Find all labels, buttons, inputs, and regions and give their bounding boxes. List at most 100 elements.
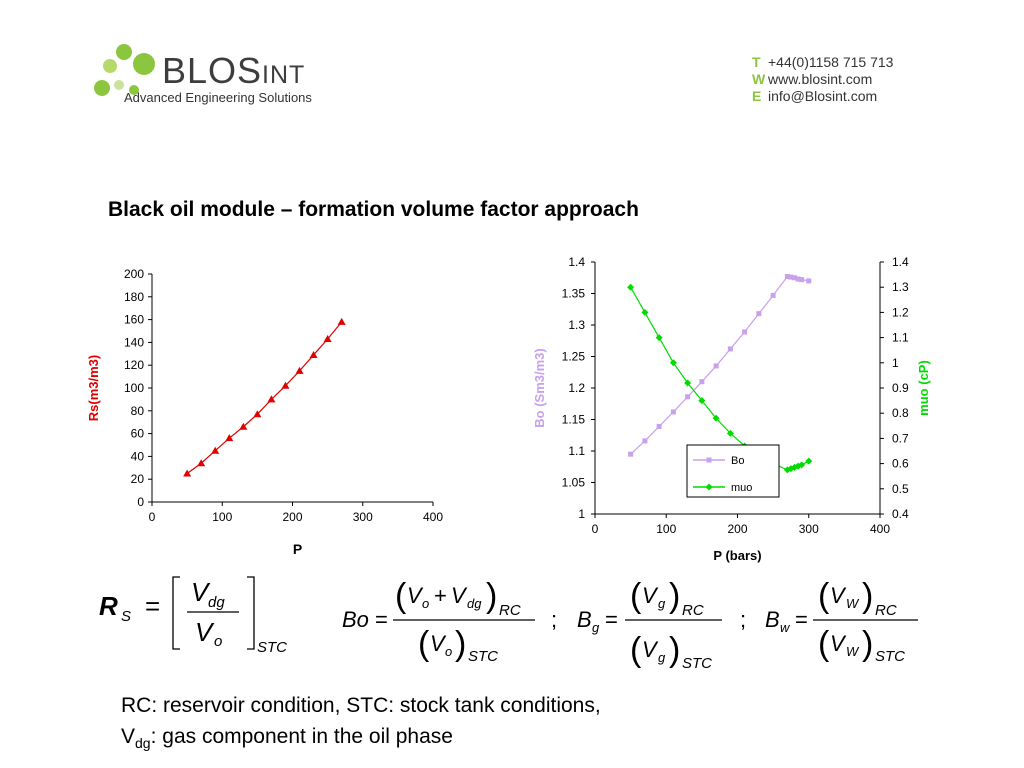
y-tick-label: 20 xyxy=(131,472,145,486)
data-point xyxy=(309,350,318,358)
svg-text:+: + xyxy=(434,583,447,608)
data-point xyxy=(267,395,276,403)
svg-text:o: o xyxy=(422,596,429,611)
svg-text:o: o xyxy=(214,633,222,650)
data-point xyxy=(792,275,797,281)
y-tick-label: 1.25 xyxy=(562,350,586,364)
data-point xyxy=(627,283,635,291)
data-point xyxy=(669,359,677,367)
data-point xyxy=(197,459,206,467)
equations: R S = V dg V o STC Bo = ( V o + V dg ) R… xyxy=(99,576,918,672)
series-line xyxy=(630,286,810,471)
data-point xyxy=(795,276,801,282)
y-tick-label: 120 xyxy=(124,358,144,372)
data-point xyxy=(239,422,248,430)
data-point xyxy=(211,446,220,454)
svg-text:V: V xyxy=(430,631,447,656)
data-point xyxy=(806,278,812,284)
y2-tick-label: 0.9 xyxy=(892,381,909,395)
x-tick-label: 400 xyxy=(423,510,443,524)
bw-equation: B w = ( V W ) RC ( V W ) STC xyxy=(765,577,918,665)
series-line xyxy=(186,321,343,474)
legend-marker xyxy=(705,483,713,491)
x-axis-label: P (bars) xyxy=(713,548,761,563)
y-tick-label: 1.2 xyxy=(568,381,585,395)
data-point xyxy=(628,451,634,457)
svg-text:=: = xyxy=(375,607,388,632)
data-point xyxy=(699,379,705,385)
svg-text:=: = xyxy=(795,607,808,632)
data-point xyxy=(756,311,762,317)
data-point xyxy=(726,429,734,437)
x-tick-label: 400 xyxy=(870,522,890,536)
x-axis-label: P xyxy=(293,541,302,557)
svg-text:g: g xyxy=(658,650,666,665)
data-point xyxy=(183,469,192,477)
company-logo: BLOSINT Advanced Engineering Solutions xyxy=(88,40,358,112)
x-tick-label: 0 xyxy=(149,510,156,524)
svg-text:Bo: Bo xyxy=(342,607,369,632)
svg-text:): ) xyxy=(862,625,873,663)
tagline: Advanced Engineering Solutions xyxy=(124,90,312,105)
data-point xyxy=(799,277,805,283)
legend-label: muo xyxy=(731,482,752,494)
y2-tick-label: 1.1 xyxy=(892,331,909,345)
svg-text:dg: dg xyxy=(208,594,225,611)
svg-text:o: o xyxy=(445,644,452,659)
data-point xyxy=(727,346,733,352)
data-point xyxy=(656,423,662,429)
svg-text:V: V xyxy=(451,583,468,608)
rs-chart: 0 20 40 60 80 100 120 140 160 180 200 0 100 200 300 400… xyxy=(86,267,443,557)
data-point xyxy=(712,414,720,422)
y-axis-label: Bo (Sm3/m3) xyxy=(532,348,547,427)
data-point xyxy=(337,317,346,325)
rs-equation: R S = V dg V o STC xyxy=(99,576,287,656)
svg-text:(: ( xyxy=(630,631,642,669)
svg-text:): ) xyxy=(455,625,466,663)
y-tick-label: 1.35 xyxy=(562,287,586,301)
contact-phone: T +44(0)1158 715 713 xyxy=(752,54,894,70)
svg-text:(: ( xyxy=(630,577,642,615)
bo-muo-chart: 1 1.05 1.1 1.15 1.2 1.25 1.3 1.35 1.4 0.4 0.5 0.6 0.… xyxy=(532,255,931,563)
svg-text:V: V xyxy=(407,583,424,608)
y2-tick-label: 1.4 xyxy=(892,255,909,269)
svg-text:V: V xyxy=(830,631,847,656)
y-tick-label: 180 xyxy=(124,290,144,304)
svg-text:W: W xyxy=(846,596,860,611)
svg-text:g: g xyxy=(658,596,666,611)
series-Bo xyxy=(628,273,812,457)
data-point xyxy=(641,308,649,316)
separator: ; xyxy=(740,607,746,632)
x-tick-label: 300 xyxy=(799,522,819,536)
separator: ; xyxy=(551,607,557,632)
svg-text:(: ( xyxy=(418,625,430,663)
y2-tick-label: 0.6 xyxy=(892,457,909,471)
slide-title: Black oil module – formation volume fact… xyxy=(108,198,639,221)
notes: RC: reservoir condition, STC: stock tank… xyxy=(121,690,601,759)
svg-text:STC: STC xyxy=(682,655,712,672)
svg-text:STC: STC xyxy=(875,648,905,665)
data-point xyxy=(642,438,648,444)
series-rs xyxy=(183,317,346,477)
legend: Bo muo xyxy=(686,444,780,498)
svg-text:(: ( xyxy=(395,577,407,615)
svg-text:RC: RC xyxy=(682,602,704,619)
data-point xyxy=(684,379,692,387)
y-tick-label: 1 xyxy=(578,507,585,521)
x-tick-label: 100 xyxy=(656,522,676,536)
data-point xyxy=(225,434,234,442)
data-point xyxy=(295,366,304,374)
svg-text:g: g xyxy=(592,620,600,635)
y-tick-label: 160 xyxy=(124,313,144,327)
bo-equation: Bo = ( V o + V dg ) RC ( V o ) STC xyxy=(342,577,535,665)
brand-name: BLOSINT xyxy=(162,50,305,92)
svg-text:B: B xyxy=(577,607,592,632)
data-point xyxy=(784,273,790,279)
y-tick-label: 140 xyxy=(124,335,144,349)
svg-text:dg: dg xyxy=(467,596,482,611)
svg-text:): ) xyxy=(669,631,680,669)
data-point xyxy=(713,363,719,369)
x-tick-label: 300 xyxy=(353,510,373,524)
